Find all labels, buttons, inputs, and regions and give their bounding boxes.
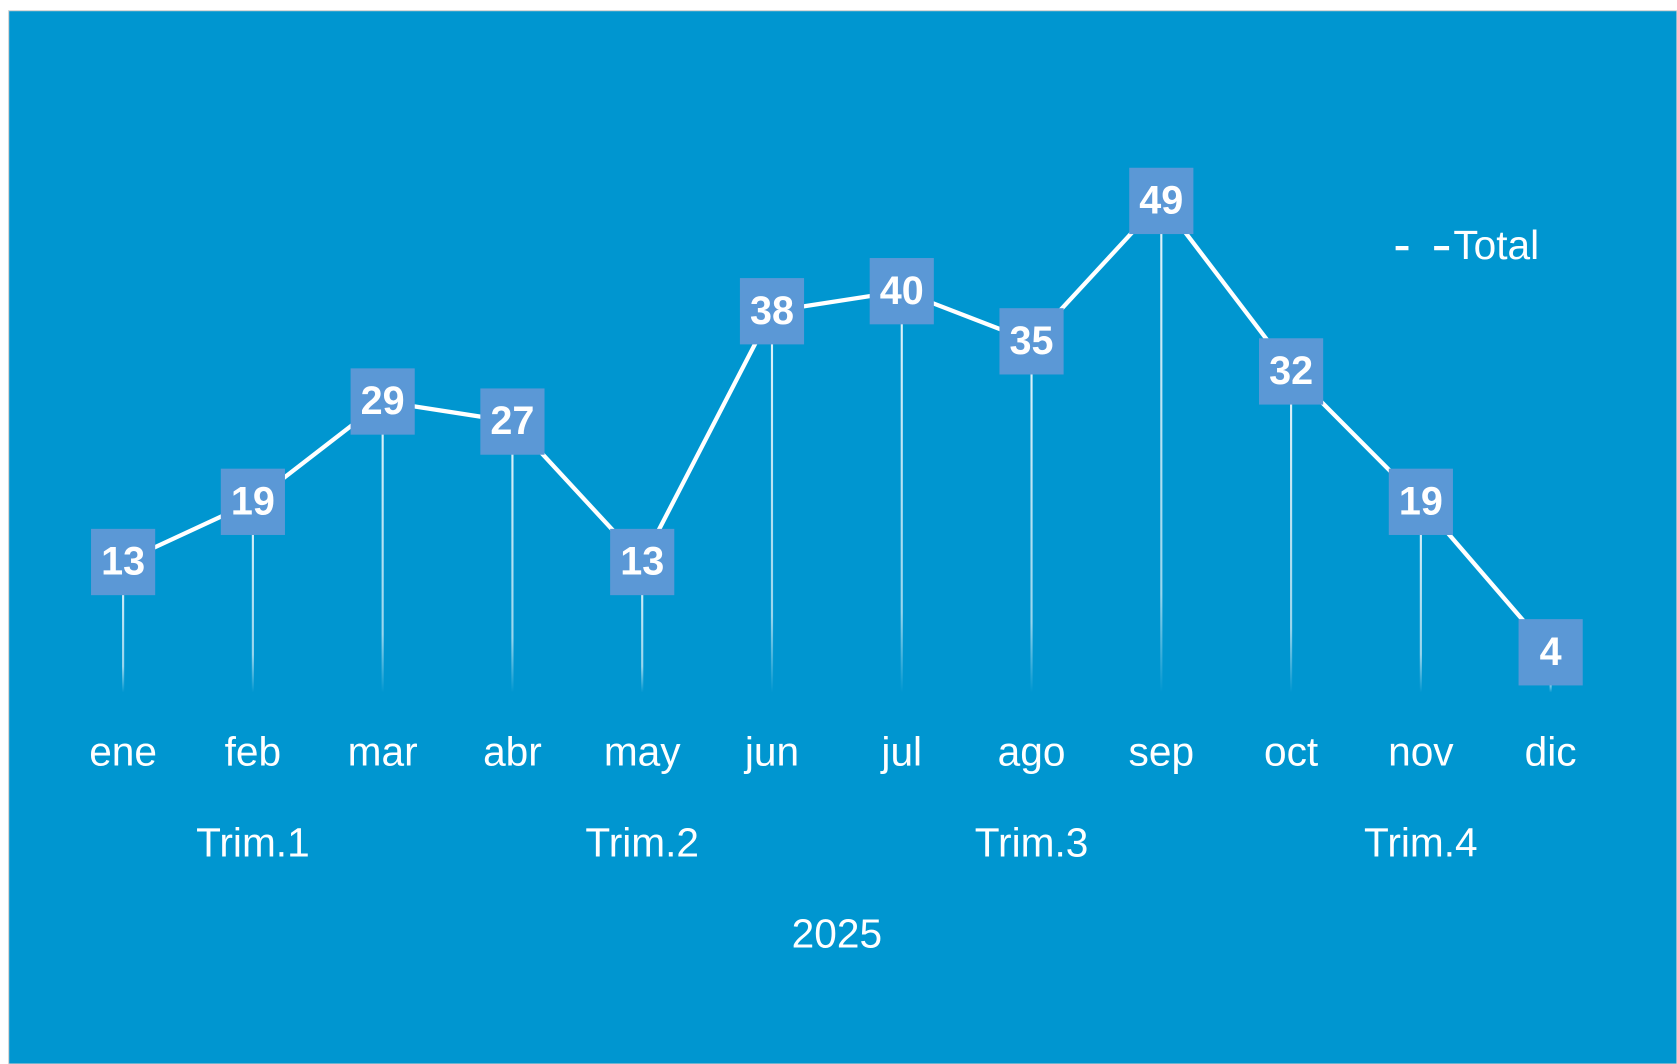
data-label: 38 [750, 289, 794, 333]
drop-line [1030, 341, 1033, 693]
data-label: 29 [361, 379, 405, 423]
data-label: 13 [620, 540, 664, 584]
drop-line [641, 562, 644, 693]
x-tick-label: oct [1264, 729, 1318, 775]
data-label-box [480, 388, 545, 455]
x-tick-label: sep [1129, 729, 1195, 775]
group-label: Trim.4 [1364, 820, 1478, 866]
data-label-box [350, 368, 415, 435]
drop-line [251, 501, 254, 693]
data-label-box [999, 308, 1064, 375]
x-tick-label: jul [880, 729, 922, 775]
data-label-box [610, 528, 675, 596]
x-tick-label: ene [89, 729, 157, 775]
x-tick-label: ago [998, 729, 1066, 775]
data-label: 27 [490, 399, 534, 443]
drop-line [1290, 371, 1293, 693]
x-tick-label: may [604, 729, 681, 775]
group-label: Trim.3 [975, 820, 1089, 866]
drop-line [770, 311, 774, 693]
data-label: 35 [1010, 319, 1054, 363]
drop-line [1160, 200, 1163, 693]
data-label: 40 [880, 269, 924, 313]
drop-line [511, 421, 514, 693]
legend-label: Total [1453, 222, 1539, 268]
data-label-box [1388, 468, 1453, 535]
data-label-box [739, 278, 805, 345]
data-label: 49 [1139, 179, 1183, 223]
data-label-box [1518, 619, 1583, 686]
x-tick-label: feb [225, 729, 281, 775]
drop-line [1419, 501, 1422, 693]
data-label-box [91, 528, 156, 596]
x-tick-label: jun [744, 729, 799, 775]
drop-line [122, 562, 125, 693]
data-label-box [1129, 167, 1194, 235]
drop-line [381, 401, 384, 693]
drop-line [900, 291, 903, 693]
data-label: 19 [231, 479, 275, 523]
x-tick-label: mar [348, 729, 418, 775]
data-label: 19 [1399, 479, 1443, 523]
year-label: 2025 [792, 910, 882, 956]
x-tick-label: abr [483, 729, 542, 775]
x-tick-label: dic [1525, 729, 1577, 775]
chart-area [8, 10, 1677, 1064]
data-label: 13 [101, 540, 145, 584]
group-label: Trim.2 [585, 820, 699, 866]
x-tick-label: nov [1388, 729, 1454, 775]
data-label-box [869, 258, 934, 325]
data-label: 4 [1540, 630, 1562, 674]
data-label: 32 [1269, 349, 1313, 393]
data-label-box [220, 468, 285, 535]
data-label-box [1259, 338, 1324, 405]
group-label: Trim.1 [196, 820, 310, 866]
